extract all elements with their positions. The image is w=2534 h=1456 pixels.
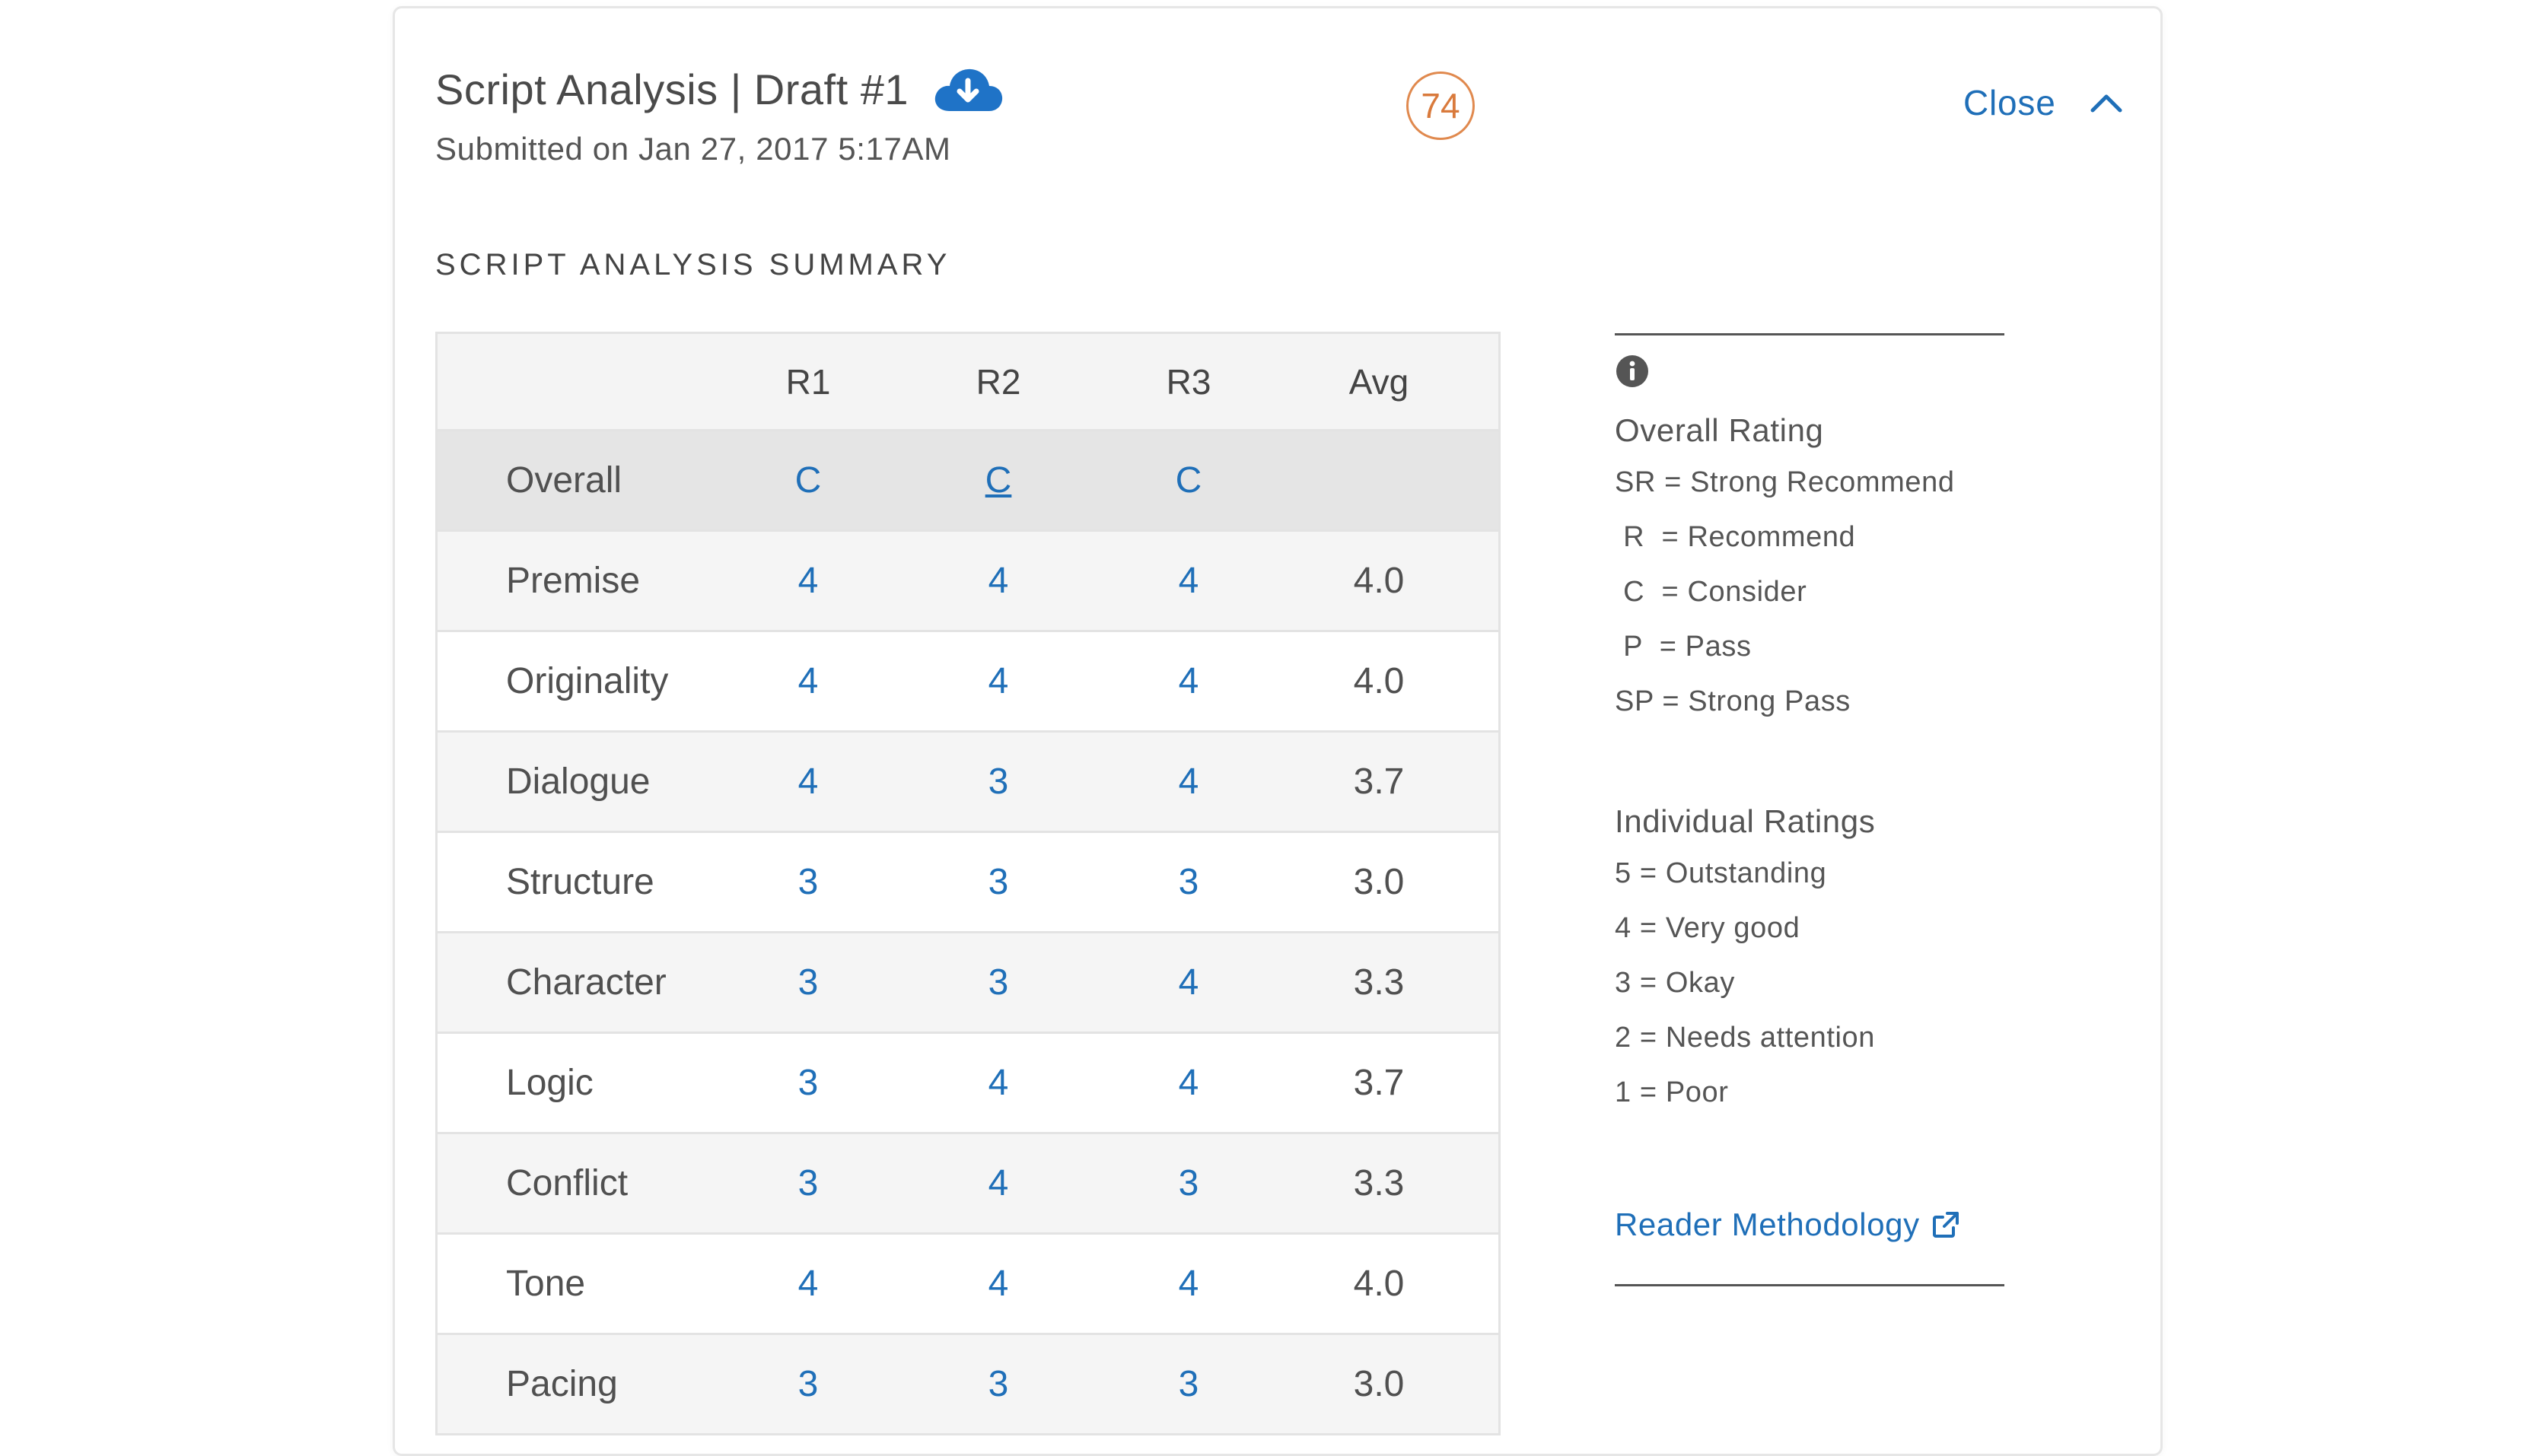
table-row: Character 3 3 4 3.3 bbox=[438, 933, 1498, 1034]
rating-r3[interactable]: 4 bbox=[1178, 661, 1199, 701]
header-avg: Avg bbox=[1348, 361, 1409, 402]
reader-methodology-link[interactable]: Reader Methodology bbox=[1615, 1206, 2004, 1243]
row-label: Dialogue bbox=[506, 761, 651, 802]
rating-r2[interactable]: 4 bbox=[988, 1163, 1009, 1203]
rating-r2[interactable]: 3 bbox=[988, 862, 1009, 902]
legend-item: R = Recommend bbox=[1615, 521, 1856, 553]
table-row: Logic 3 4 4 3.7 bbox=[438, 1034, 1498, 1134]
header-r1: R1 bbox=[785, 361, 831, 402]
table-row: Originality 4 4 4 4.0 bbox=[438, 632, 1498, 733]
chevron-up-icon bbox=[2090, 94, 2122, 113]
reader-methodology-label: Reader Methodology bbox=[1615, 1206, 1920, 1242]
score-badge: 74 bbox=[1406, 72, 1475, 140]
table-header-row: R1 R2 R3 Avg bbox=[438, 334, 1498, 431]
table-row: Tone 4 4 4 4.0 bbox=[438, 1235, 1498, 1335]
rating-r2[interactable]: 3 bbox=[988, 962, 1009, 1003]
table-row: Pacing 3 3 3 3.0 bbox=[438, 1335, 1498, 1435]
rating-r3[interactable]: 4 bbox=[1178, 962, 1199, 1003]
rating-r3[interactable]: 3 bbox=[1178, 862, 1199, 902]
rating-r3[interactable]: 4 bbox=[1178, 1063, 1199, 1103]
rating-r3[interactable]: 3 bbox=[1178, 1163, 1199, 1203]
legend-bottom-divider bbox=[1615, 1284, 2004, 1286]
close-button[interactable]: Close bbox=[1963, 82, 2123, 123]
rating-r1[interactable]: 3 bbox=[797, 1063, 819, 1103]
rating-r2[interactable]: 4 bbox=[988, 561, 1009, 601]
legend-top-divider bbox=[1615, 333, 2004, 335]
external-link-icon bbox=[1932, 1212, 1959, 1238]
close-label: Close bbox=[1963, 83, 2056, 122]
table-row: Conflict 3 4 3 3.3 bbox=[438, 1134, 1498, 1235]
page-title: Script Analysis | Draft #1 bbox=[435, 65, 909, 113]
table-row-overall: Overall C C C bbox=[438, 431, 1498, 532]
rating-r2[interactable]: 4 bbox=[988, 1063, 1009, 1103]
info-icon bbox=[1616, 355, 1648, 387]
rating-r2[interactable]: 3 bbox=[988, 761, 1009, 802]
title-row: Script Analysis | Draft #1 bbox=[435, 65, 1004, 114]
rating-r2[interactable]: 4 bbox=[988, 1264, 1009, 1304]
rating-r3[interactable]: C bbox=[1175, 460, 1202, 501]
legend-item: 3 = Okay bbox=[1615, 967, 1735, 999]
rating-avg: 3.7 bbox=[1353, 761, 1405, 802]
table-row: Structure 3 3 3 3.0 bbox=[438, 833, 1498, 933]
rating-r2[interactable]: 3 bbox=[988, 1364, 1009, 1404]
cloud-download-icon[interactable] bbox=[931, 65, 1004, 114]
rating-r1[interactable]: 3 bbox=[797, 1364, 819, 1404]
rating-r1[interactable]: C bbox=[794, 460, 822, 501]
row-label: Pacing bbox=[506, 1364, 618, 1404]
rating-avg: 4.0 bbox=[1353, 1264, 1405, 1304]
header-r2: R2 bbox=[976, 361, 1021, 402]
row-label: Originality bbox=[506, 661, 669, 701]
legend-item: SP = Strong Pass bbox=[1615, 685, 1851, 717]
rating-r3[interactable]: 4 bbox=[1178, 1264, 1199, 1304]
rating-r3[interactable]: 4 bbox=[1178, 761, 1199, 802]
rating-r2[interactable]: 4 bbox=[988, 661, 1009, 701]
rating-r1[interactable]: 3 bbox=[797, 1163, 819, 1203]
row-label: Conflict bbox=[506, 1163, 629, 1203]
row-label: Premise bbox=[506, 561, 641, 601]
individual-ratings-heading: Individual Ratings bbox=[1615, 803, 1876, 839]
rating-r1[interactable]: 4 bbox=[797, 761, 819, 802]
rating-r1[interactable]: 3 bbox=[797, 962, 819, 1003]
header-r3: R3 bbox=[1166, 361, 1211, 402]
rating-avg: 3.0 bbox=[1353, 862, 1405, 902]
row-label: Character bbox=[506, 962, 667, 1003]
rating-avg: 3.3 bbox=[1353, 1163, 1405, 1203]
rating-avg: 3.3 bbox=[1353, 962, 1405, 1003]
legend-item: 4 = Very good bbox=[1615, 912, 1800, 944]
legend-item: 5 = Outstanding bbox=[1615, 857, 1827, 889]
rating-r1[interactable]: 3 bbox=[797, 862, 819, 902]
table-row: Dialogue 4 3 4 3.7 bbox=[438, 733, 1498, 833]
rating-r1[interactable]: 4 bbox=[797, 1264, 819, 1304]
legend-item: 2 = Needs attention bbox=[1615, 1022, 1876, 1054]
legend-item: 1 = Poor bbox=[1615, 1076, 1729, 1108]
submitted-date: Submitted on Jan 27, 2017 5:17AM bbox=[435, 131, 951, 167]
rating-avg: 3.0 bbox=[1353, 1364, 1405, 1404]
legend-item: P = Pass bbox=[1615, 631, 1752, 663]
row-label: Logic bbox=[506, 1063, 594, 1103]
row-label: Overall bbox=[506, 460, 622, 501]
rating-avg: 3.7 bbox=[1353, 1063, 1405, 1103]
rating-r3[interactable]: 3 bbox=[1178, 1364, 1199, 1404]
rating-r1[interactable]: 4 bbox=[797, 661, 819, 701]
rating-r1[interactable]: 4 bbox=[797, 561, 819, 601]
rating-legend: Overall Rating SR = Strong Recommend R =… bbox=[1615, 333, 2004, 1286]
legend-item: SR = Strong Recommend bbox=[1615, 466, 1955, 498]
rating-r3[interactable]: 4 bbox=[1178, 561, 1199, 601]
legend-item: C = Consider bbox=[1615, 576, 1807, 608]
rating-avg: 4.0 bbox=[1353, 661, 1405, 701]
overall-rating-heading: Overall Rating bbox=[1615, 412, 1824, 448]
rating-r2[interactable]: C bbox=[985, 460, 1012, 501]
section-title: SCRIPT ANALYSIS SUMMARY bbox=[435, 248, 951, 281]
analysis-table: R1 R2 R3 Avg Overall C C C Premise 4 4 4… bbox=[435, 332, 1501, 1435]
row-label: Tone bbox=[506, 1264, 586, 1304]
table-row: Premise 4 4 4 4.0 bbox=[438, 532, 1498, 632]
row-label: Structure bbox=[506, 862, 654, 902]
rating-avg: 4.0 bbox=[1353, 561, 1405, 601]
